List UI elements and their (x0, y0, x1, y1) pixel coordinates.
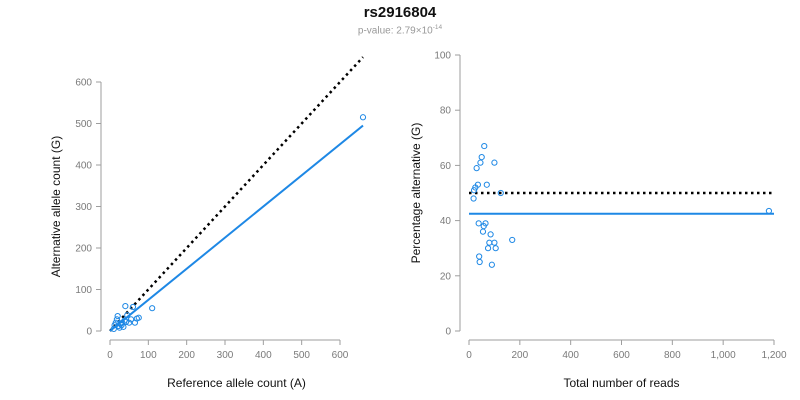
right-y-tick-label: 80 (440, 106, 452, 117)
left-data-point (120, 323, 127, 330)
right-y-tick-label: 60 (440, 161, 452, 172)
right-data-point (475, 220, 482, 227)
right-data-point (476, 258, 483, 266)
left-data-point (113, 316, 121, 323)
right-y-tick-label: 100 (434, 51, 451, 62)
chart-subtitle: p-value: 2.79×10-14 (0, 24, 800, 36)
left-data-point (359, 114, 367, 121)
left-data-point (110, 325, 117, 333)
left-data-point (129, 303, 137, 311)
right-data-point (487, 231, 494, 238)
left-y-axis-label: Alternative allele count (G) (49, 136, 63, 277)
left-data-point (122, 303, 129, 310)
left-y-tick-label: 200 (75, 244, 92, 255)
left-x-tick-label: 300 (217, 350, 234, 361)
right-y-axis-label: Percentage alternative (G) (409, 123, 423, 264)
right-data-point (486, 239, 493, 246)
right-data-point (479, 228, 487, 235)
right-data-point (481, 142, 488, 150)
subtitle-pvalue: p-value: 2.79×10 (357, 25, 433, 37)
right-data-point (470, 195, 477, 202)
right-y-tick-label: 20 (440, 271, 452, 282)
right-chart: 0 200 400 600 800 1,000 1,200 0 20 40 60 80 100 Total… (409, 51, 787, 391)
left-y-tick-label: 600 (75, 78, 92, 89)
subtitle-exponent: -14 (432, 24, 443, 31)
right-data-point (482, 220, 489, 227)
right-data-point (484, 245, 492, 252)
left-fit-line (109, 124, 364, 332)
right-data-point (488, 261, 495, 268)
right-data-point (476, 253, 483, 260)
left-data-point (124, 312, 131, 319)
left-reference-line (109, 56, 364, 332)
right-data-point (477, 159, 484, 166)
right-y-tick-label: 40 (440, 216, 452, 227)
right-x-axis-label: Total number of reads (563, 376, 679, 390)
left-data-point (149, 305, 156, 312)
left-x-tick-label: 200 (178, 350, 195, 361)
left-x-tick-label: 400 (255, 350, 272, 361)
right-data-point (509, 236, 516, 244)
left-x-tick-label: 100 (140, 350, 157, 361)
right-x-tick-label: 800 (664, 350, 681, 361)
left-x-tick-label: 600 (332, 350, 349, 361)
left-data-point (127, 316, 135, 323)
left-x-tick-label: 500 (293, 350, 310, 361)
right-y-tick-label: 0 (445, 327, 451, 338)
right-data-point (765, 207, 773, 215)
right-data-point (483, 181, 490, 188)
right-x-tick-label: 1,200 (761, 350, 786, 361)
right-data-point (474, 181, 481, 188)
right-data-point (492, 245, 499, 252)
left-y-tick-label: 100 (75, 285, 92, 296)
left-y-tick-label: 400 (75, 161, 92, 172)
right-x-tick-label: 0 (466, 350, 472, 361)
left-x-axis-label: Reference allele count (A) (167, 376, 306, 390)
right-data-point (491, 239, 498, 246)
left-data-point (123, 318, 130, 325)
left-y-tick-label: 500 (75, 119, 92, 130)
right-data-point (491, 159, 498, 166)
right-data-point (478, 154, 485, 161)
right-x-tick-label: 400 (562, 350, 579, 361)
left-data-point (135, 314, 142, 321)
left-y-tick-label: 0 (86, 327, 92, 338)
left-chart: 0 100 200 300 400 500 600 0 100 200 300 400 500 600 Re… (49, 56, 367, 390)
right-data-point (473, 165, 480, 172)
left-y-tick-label: 300 (75, 202, 92, 213)
right-data-point (497, 189, 504, 197)
left-x-tick-label: 0 (107, 350, 113, 361)
right-x-tick-label: 200 (511, 350, 528, 361)
left-data-point (114, 312, 121, 320)
right-x-tick-label: 1,000 (711, 350, 736, 361)
right-x-tick-label: 600 (613, 350, 630, 361)
chart-title: rs2916804 (363, 4, 437, 21)
left-data-point (126, 319, 133, 326)
